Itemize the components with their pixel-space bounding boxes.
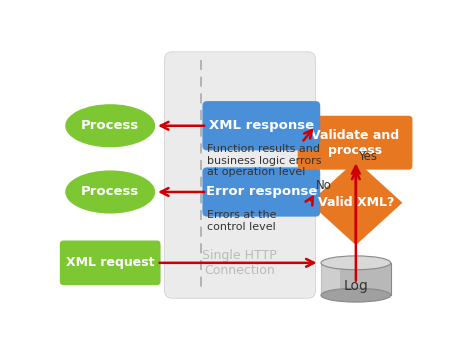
Ellipse shape [65, 170, 155, 214]
Text: Errors at the
control level: Errors at the control level [207, 211, 276, 232]
Polygon shape [309, 160, 402, 245]
Text: Function results and
business logic errors
at operation level: Function results and business logic erro… [207, 144, 321, 178]
Text: Valid XML?: Valid XML? [317, 196, 393, 209]
Ellipse shape [320, 288, 390, 302]
Text: Single HTTP
Connection: Single HTTP Connection [202, 250, 276, 278]
Bar [320, 263, 390, 295]
Ellipse shape [65, 104, 155, 147]
Text: Process: Process [81, 185, 139, 198]
FancyBboxPatch shape [202, 101, 319, 151]
Text: Error response: Error response [205, 185, 316, 198]
FancyBboxPatch shape [60, 240, 160, 285]
Text: Validate and
process: Validate and process [310, 129, 398, 157]
FancyBboxPatch shape [202, 167, 319, 217]
Text: XML response: XML response [208, 119, 313, 132]
Text: Process: Process [81, 119, 139, 132]
FancyBboxPatch shape [297, 116, 412, 170]
Text: No: No [315, 179, 331, 192]
FancyBboxPatch shape [164, 52, 315, 298]
Text: XML request: XML request [66, 256, 154, 269]
Text: Yes: Yes [358, 150, 376, 163]
Text: Log: Log [343, 279, 368, 293]
Ellipse shape [320, 256, 390, 270]
Bar [320, 263, 340, 295]
